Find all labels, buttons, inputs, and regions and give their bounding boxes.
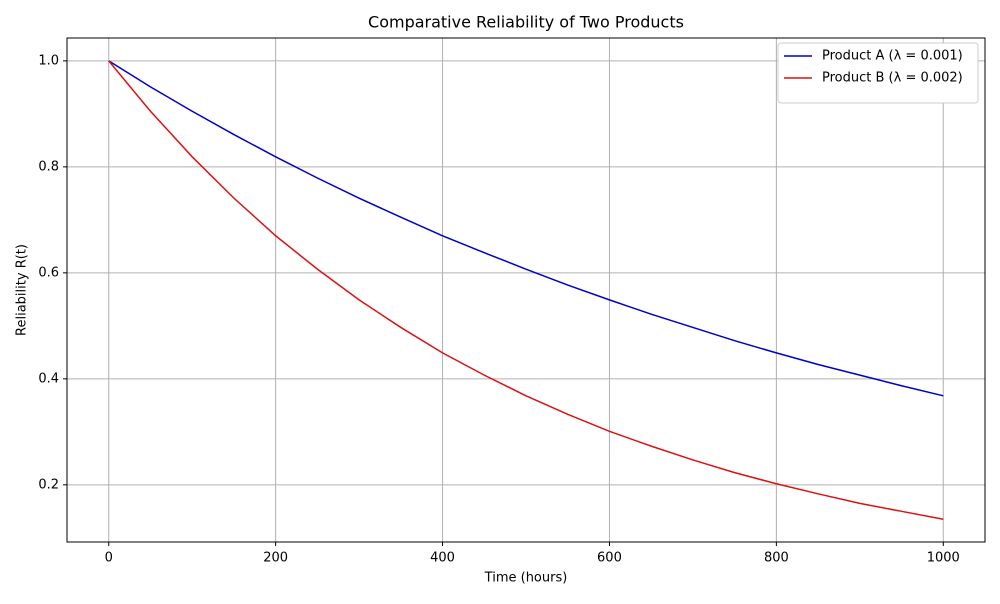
y-tick-label: 0.2 bbox=[38, 477, 59, 492]
legend-box bbox=[777, 42, 979, 104]
line-series bbox=[108, 60, 944, 397]
legend-label: Product A (λ = 0.001) bbox=[822, 49, 963, 64]
chart-title: Comparative Reliability of Two Products bbox=[368, 13, 684, 32]
y-axis-label: Reliability R(t) bbox=[15, 244, 30, 336]
x-tick-label: 200 bbox=[263, 551, 288, 566]
y-tick-label: 0.6 bbox=[38, 265, 59, 280]
y-tick-label: 0.8 bbox=[38, 159, 59, 174]
y-tick-label: 0.4 bbox=[38, 371, 59, 386]
x-tick-label: 400 bbox=[430, 551, 455, 566]
x-tick-label: 1000 bbox=[927, 551, 960, 566]
x-tick-label: 0 bbox=[105, 551, 113, 566]
x-tick-label: 800 bbox=[764, 551, 789, 566]
y-tick-label: 1.0 bbox=[38, 53, 59, 68]
x-tick-label: 600 bbox=[597, 551, 622, 566]
plot-frame bbox=[66, 37, 986, 543]
line-series bbox=[108, 60, 944, 521]
x-axis-label: Time (hours) bbox=[484, 571, 568, 586]
legend-label: Product B (λ = 0.002) bbox=[822, 71, 963, 86]
